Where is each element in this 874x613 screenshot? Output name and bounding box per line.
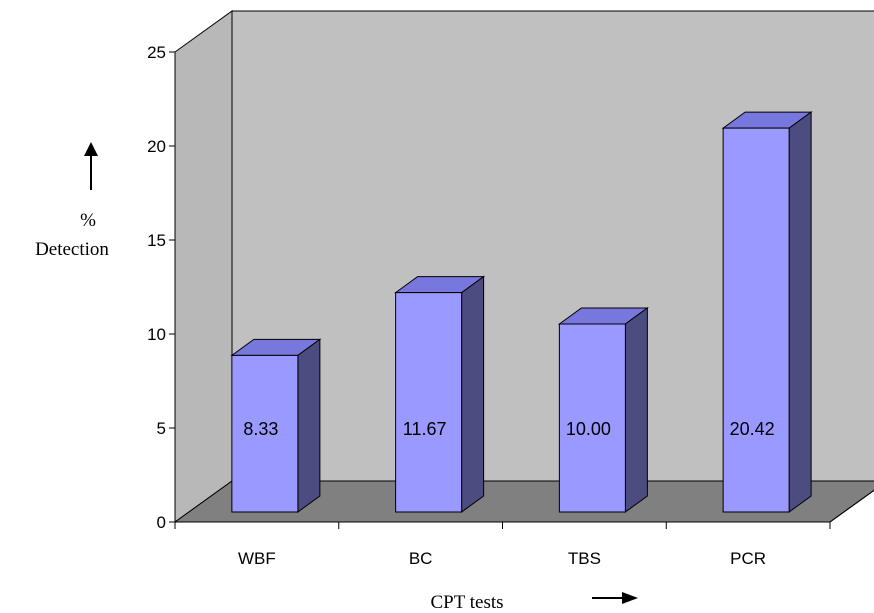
x-axis-label-text: CPT tests [430, 592, 503, 613]
x-tick-label: WBF [238, 549, 276, 568]
chart-side-wall [174, 10, 233, 523]
right-arrow-head-icon [622, 592, 638, 604]
y-tick-label: 0 [157, 513, 166, 532]
bar-side-face [788, 111, 812, 513]
bar-front-face [722, 127, 790, 513]
bar-data-label: 11.67 [403, 419, 447, 439]
floor-right-edge [829, 489, 874, 523]
bar-front-face [558, 323, 626, 513]
x-tick-label: TBS [568, 549, 601, 568]
bars: 8.33 11.67 10.00 20.42 [230, 111, 813, 513]
y-axis-label-text: Detection [35, 239, 109, 260]
x-tick-label: PCR [730, 549, 766, 568]
bar-data-label: 10.00 [566, 419, 611, 439]
bar-bc: 11.67 [394, 275, 486, 513]
bar-pcr: 20.42 [721, 111, 813, 513]
y-tick-label: 15 [147, 231, 166, 250]
y-tick-label: 20 [147, 137, 166, 156]
bar-side-face [461, 275, 485, 513]
y-axis-label: % Detection [35, 142, 109, 260]
bar-front-face [395, 292, 463, 513]
up-arrow-head-icon [84, 142, 98, 156]
x-axis-label: CPT tests [430, 592, 638, 613]
bar-wbf: 8.33 [230, 338, 322, 513]
x-axis-ticks: WBF BC TBS PCR [174, 522, 831, 568]
y-tick-label: 5 [157, 419, 166, 438]
x-tick-label: BC [409, 549, 433, 568]
bar-side-face [297, 338, 321, 513]
bar-front-face [231, 354, 299, 513]
y-tick-label: 10 [147, 325, 166, 344]
bar-data-label: 20.42 [730, 419, 775, 439]
bar-side-face [624, 307, 648, 513]
chart-back-wall [231, 10, 874, 482]
bar-data-label: 8.33 [243, 419, 278, 439]
bar-tbs: 10.00 [557, 307, 649, 513]
y-axis-ticks: 0 5 10 15 20 25 [147, 43, 175, 532]
y-tick-label: 25 [147, 43, 166, 62]
y-axis-label-symbol: % [80, 210, 96, 231]
